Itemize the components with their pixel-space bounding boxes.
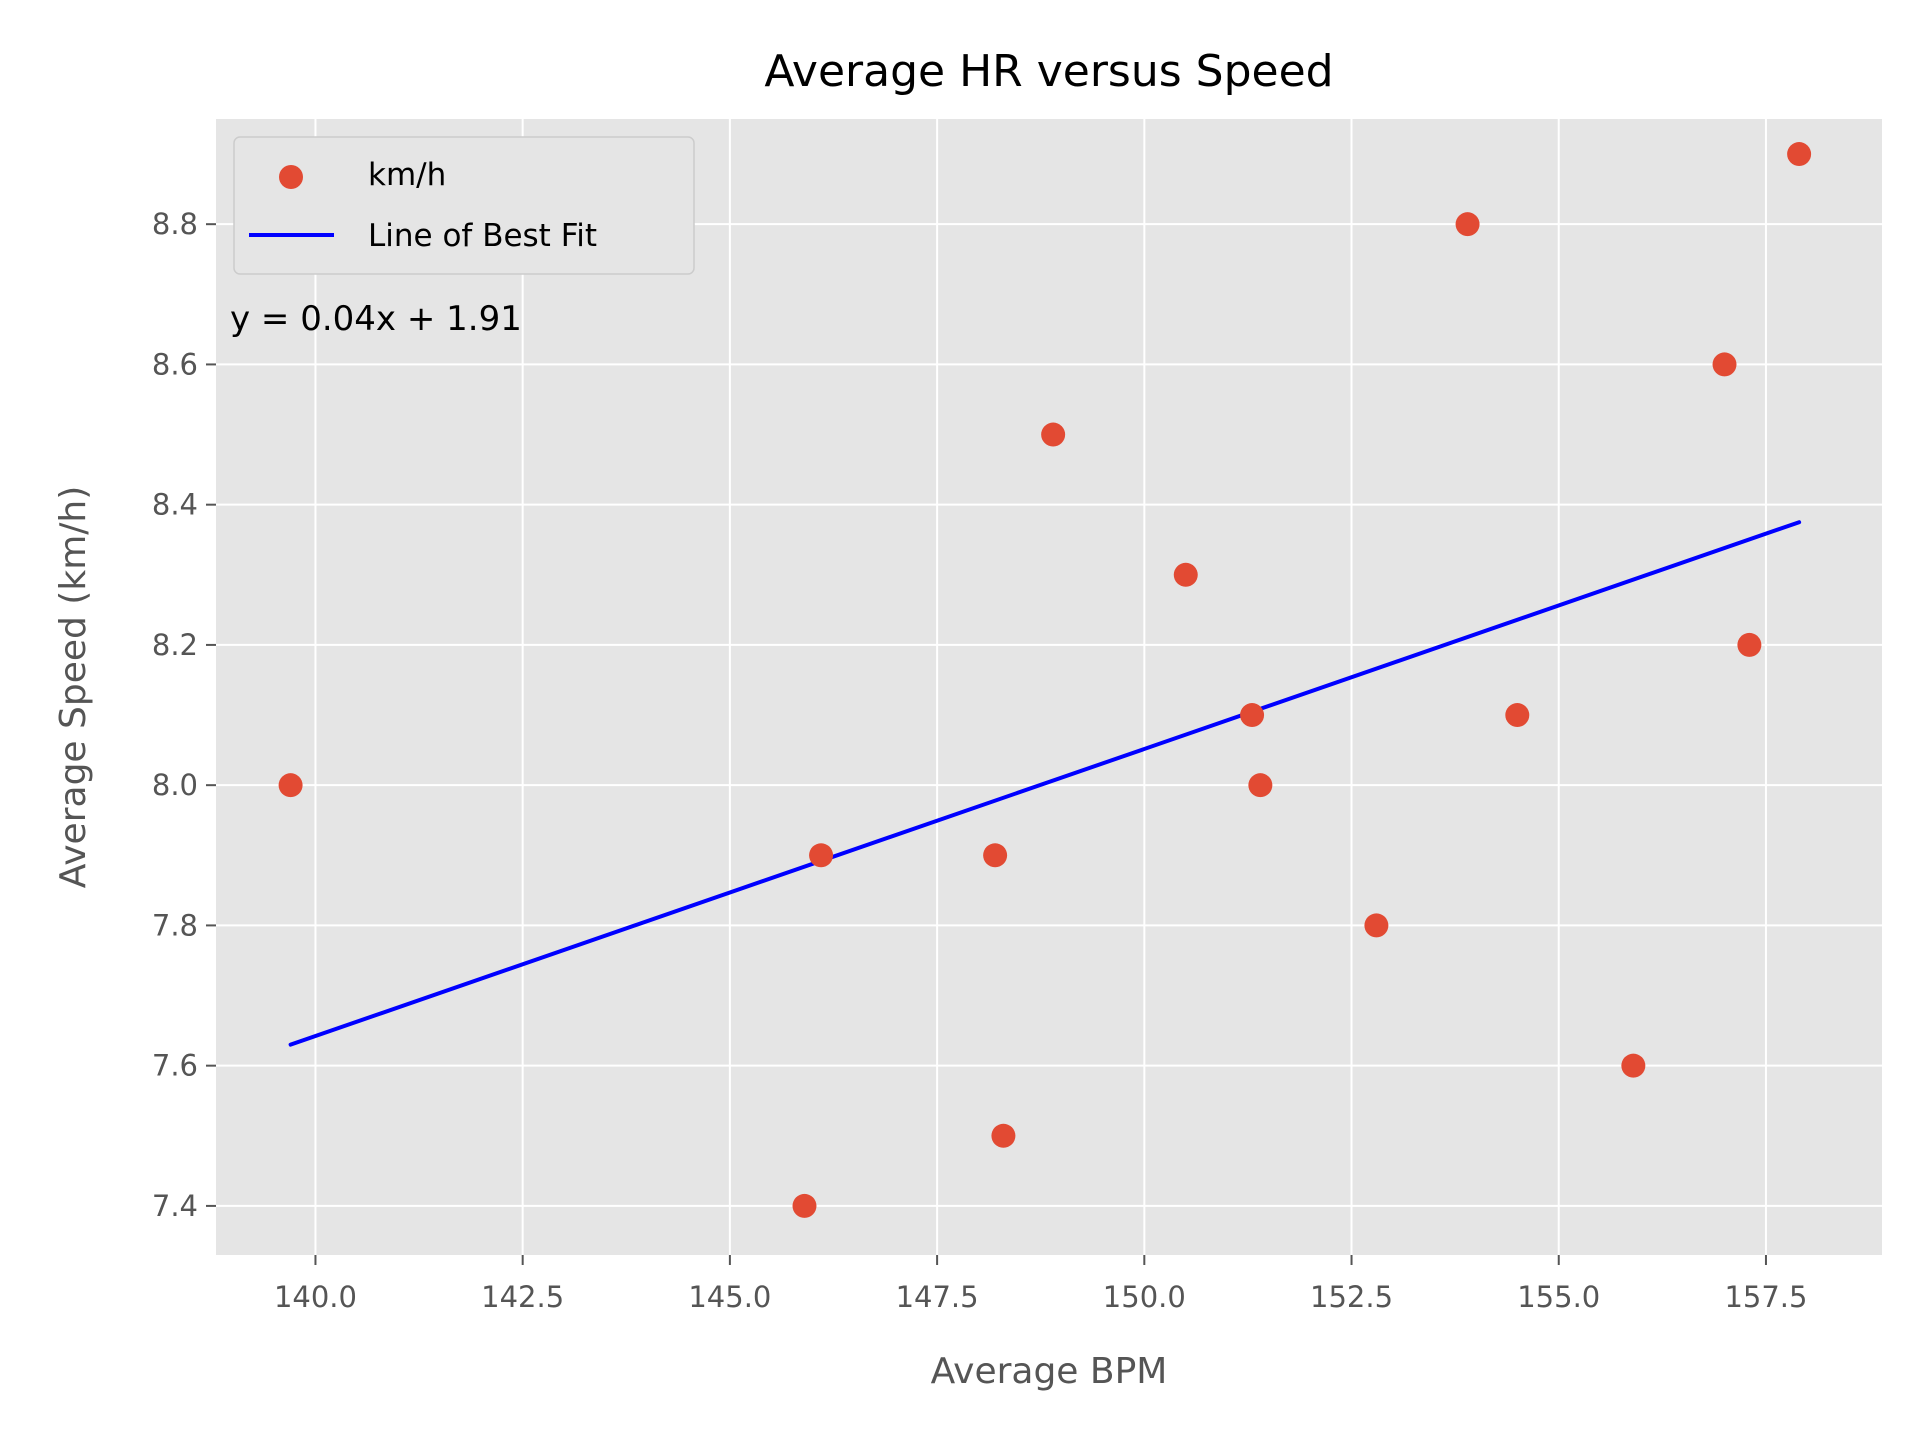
x-tick-label: 142.5 [481, 1280, 564, 1314]
legend-box [233, 136, 695, 275]
scatter-point [983, 843, 1008, 868]
legend-scatter-marker [279, 165, 303, 189]
x-axis-label: Average BPM [931, 1351, 1168, 1392]
scatter-point [1505, 703, 1530, 728]
regression-equation: y = 0.04x + 1.91 [230, 299, 522, 339]
scatter-point [278, 773, 303, 798]
x-tick-label: 150.0 [1103, 1280, 1186, 1314]
x-axis-ticks: 140.0 142.5 145.0 147.5 150.0 152.5 155.0 157.5 [274, 1255, 1807, 1314]
y-tick-label: 8.0 [152, 768, 198, 802]
scatter-point [991, 1123, 1016, 1148]
best-fit-line [288, 520, 1802, 1047]
scatter-point [1621, 1053, 1646, 1078]
scatter-point [792, 1193, 817, 1218]
x-tick-label: 155.0 [1517, 1280, 1600, 1314]
scatter-point [809, 843, 834, 868]
scatter-point [1240, 703, 1265, 728]
legend-label-kmh: km/h [368, 157, 446, 193]
y-tick-label: 8.8 [152, 207, 198, 241]
legend: km/h Line of Best Fit [233, 136, 695, 275]
y-gridlines [216, 223, 1882, 1207]
best-fit-line-group [288, 520, 1802, 1047]
y-axis-ticks: 7.4 7.6 7.8 8.0 8.2 8.4 8.6 8.8 [152, 207, 216, 1223]
x-gridlines [314, 119, 1767, 1255]
y-tick-label: 8.4 [152, 488, 198, 522]
scatter-point [1737, 632, 1762, 657]
scatter-point [1248, 773, 1273, 798]
x-tick-label: 152.5 [1310, 1280, 1393, 1314]
y-tick-label: 7.6 [152, 1049, 198, 1083]
y-tick-label: 8.2 [152, 628, 198, 662]
x-tick-label: 157.5 [1724, 1280, 1807, 1314]
x-tick-label: 145.0 [688, 1280, 771, 1314]
chart-title: Average HR versus Speed [764, 46, 1333, 97]
legend-label-best-fit: Line of Best Fit [368, 218, 597, 254]
scatter-point [1364, 913, 1389, 938]
y-tick-label: 7.4 [152, 1189, 198, 1223]
scatter-point [1455, 212, 1480, 237]
scatter-points [278, 142, 1812, 1218]
y-tick-label: 7.8 [152, 908, 198, 942]
scatter-point [1712, 352, 1737, 377]
scatter-point [1173, 562, 1198, 587]
scatter-point [1041, 422, 1066, 447]
scatter-point [1787, 142, 1812, 167]
plot-area-background [216, 119, 1882, 1255]
x-tick-label: 140.0 [274, 1280, 357, 1314]
y-tick-label: 8.6 [152, 347, 198, 381]
y-axis-label: Average Speed (km/h) [53, 486, 94, 889]
x-tick-label: 147.5 [896, 1280, 979, 1314]
